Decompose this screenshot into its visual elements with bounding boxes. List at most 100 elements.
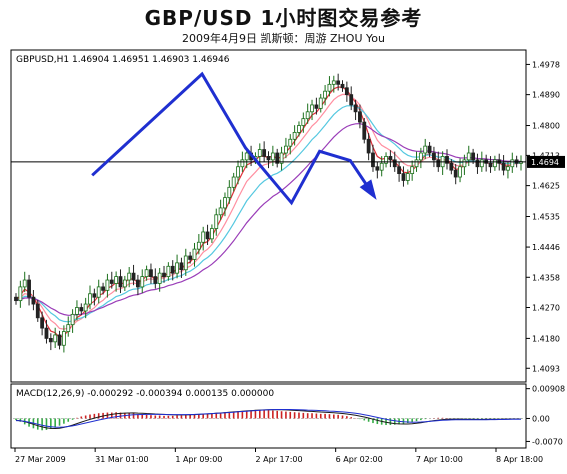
candle-body: [83, 303, 88, 312]
trend-arrow-path: [91, 71, 375, 206]
candle-body: [179, 262, 184, 271]
price-tick-label: 1.4535: [532, 213, 560, 222]
candle-body: [122, 279, 127, 288]
candle-body: [61, 331, 66, 346]
time-tick-label: 6 Apr 02:00: [336, 455, 383, 464]
candle-body: [388, 156, 393, 161]
candle-body: [183, 255, 188, 271]
price-tick-label: 1.4180: [532, 334, 560, 343]
candle-body: [57, 334, 62, 346]
price-panel-label: GBPUSD,H1 1.46904 1.46951 1.46903 1.4694…: [16, 55, 230, 65]
candle-body: [214, 214, 219, 229]
candle-body: [244, 152, 249, 161]
chart-subtitle: 2009年4月9日 凯斯顿：周游 ZHOU You: [182, 32, 385, 45]
candle-body: [510, 159, 515, 168]
candle-body: [336, 80, 341, 85]
candle-body: [449, 162, 454, 171]
candle-body: [96, 286, 101, 298]
candle-body: [192, 248, 197, 260]
candle-body: [240, 159, 245, 168]
candle-body: [40, 317, 45, 329]
price-tick-label: 1.4358: [532, 273, 560, 282]
candle-body: [135, 279, 140, 288]
candle-body: [445, 156, 449, 164]
candle-body: [310, 104, 314, 113]
candle-body: [231, 176, 236, 188]
macd-tick-label: 0.00908: [532, 385, 565, 394]
time-tick-label: 27 Mar 2009: [15, 455, 66, 464]
current-price-line: 1.4694: [11, 155, 565, 168]
candle-body: [170, 265, 175, 274]
candle-body: [327, 83, 332, 92]
macd-main-line: [15, 409, 521, 428]
price-axis: 1.4978 1.4890 1.4800 1.4713 1.4625 1.4535 1.44…: [526, 60, 560, 373]
time-tick-label: 8 Apr 18:00: [496, 455, 543, 464]
candle-body: [401, 173, 406, 181]
candle-body: [149, 269, 153, 277]
candle-body: [175, 262, 179, 274]
trend-arrow: [91, 71, 377, 206]
moving-average-line: [15, 105, 522, 323]
candle-body: [279, 152, 284, 164]
candle-body: [479, 159, 484, 168]
candle-body: [453, 169, 458, 178]
candle-body: [475, 159, 480, 168]
candle-body: [48, 337, 53, 343]
candle-body: [27, 279, 31, 298]
candle-body: [466, 152, 471, 161]
price-tick-label: 1.4093: [532, 364, 560, 373]
candle-body: [188, 255, 193, 260]
candle-body: [275, 152, 280, 164]
candle-body: [349, 94, 354, 106]
candle-body: [458, 166, 462, 178]
candle-body: [66, 324, 71, 332]
candle-body: [114, 276, 119, 284]
candle-body: [14, 296, 18, 302]
candle-body: [323, 90, 327, 99]
candle-body: [210, 228, 214, 240]
candle-body: [227, 186, 232, 199]
candle-body: [22, 279, 27, 288]
price-panel-frame: [10, 49, 527, 383]
candle-body: [196, 241, 201, 250]
candlesticks: [14, 73, 523, 353]
candle-body: [144, 269, 149, 277]
candle-body: [205, 231, 210, 240]
candle-body: [236, 166, 240, 178]
candle-body: [292, 131, 297, 140]
candle-body: [462, 159, 467, 168]
candle-body: [118, 276, 123, 288]
macd-tick-label: 0.00: [532, 414, 550, 423]
candle-body: [384, 156, 388, 164]
candle-body: [432, 152, 436, 161]
price-tick-label: 1.4625: [532, 182, 560, 191]
price-tick-label: 1.4270: [532, 303, 560, 312]
candle-body: [362, 121, 367, 140]
candle-body: [201, 231, 206, 243]
candle-body: [366, 138, 371, 154]
candle-body: [297, 125, 301, 133]
candle-body: [218, 207, 223, 216]
candle-body: [305, 111, 310, 120]
chart-title: GBP/USD 1小时图交易参考: [144, 6, 423, 30]
time-tick-label: 2 Apr 17:00: [256, 455, 303, 464]
candle-body: [410, 166, 415, 174]
price-tick-label: 1.4800: [532, 122, 560, 131]
candle-body: [109, 279, 114, 284]
candle-body: [75, 307, 79, 315]
candle-body: [427, 145, 432, 154]
trend-arrow-head: [359, 179, 377, 200]
candle-body: [418, 152, 423, 161]
price-tick-label: 1.4713: [532, 151, 560, 160]
candle-body: [79, 307, 84, 312]
time-tick-label: 31 Mar 01:00: [95, 455, 148, 464]
candle-body: [92, 293, 97, 298]
candle-body: [414, 159, 419, 168]
moving-average-line: [15, 122, 521, 316]
macd-histogram: [13, 409, 526, 431]
candle-body: [436, 159, 441, 168]
current-price-label: 1.4694: [531, 158, 559, 167]
price-tick-label: 1.4446: [532, 243, 560, 252]
candle-body: [318, 97, 323, 109]
price-tick-label: 1.4890: [532, 91, 560, 100]
